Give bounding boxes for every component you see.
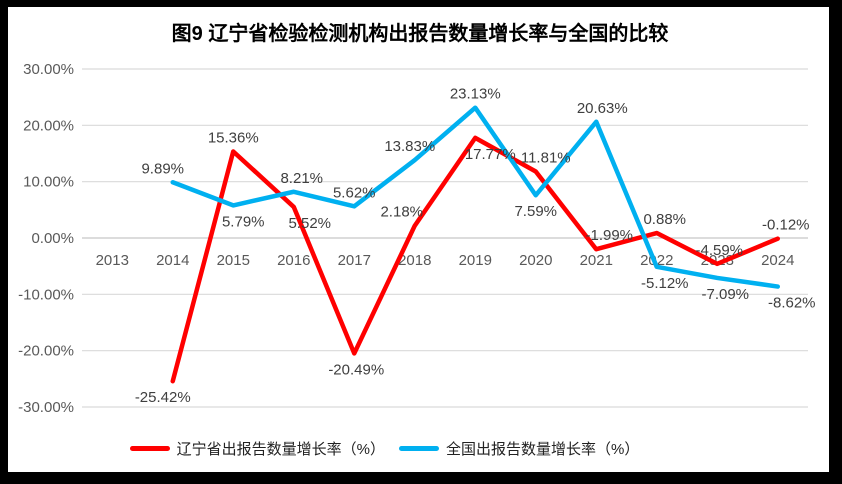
x-tick-label: 2014 [156, 252, 189, 269]
data-label-national: -5.12% [641, 275, 689, 292]
x-tick-label: 2024 [761, 252, 794, 269]
x-tick-label: 2019 [459, 252, 492, 269]
axis-layer: 30.00% 20.00% 10.00% 0.00% -10.00% -20.00% -30… [18, 61, 794, 416]
legend-item-national: 全国出报告数量增长率（%） [399, 438, 639, 459]
data-label-liaoning: -25.42% [135, 389, 191, 406]
x-tick-label: 2023 [701, 252, 734, 269]
y-tick-label: 10.00% [23, 174, 74, 191]
data-label-liaoning: -20.49% [328, 361, 384, 378]
y-tick-label: 30.00% [23, 61, 74, 78]
data-label-liaoning: 5.52% [288, 215, 331, 232]
data-label-national: 8.21% [280, 170, 323, 187]
x-tick-label: 2022 [640, 252, 673, 269]
data-label-liaoning: 0.88% [643, 211, 686, 228]
data-label-liaoning: 2.18% [380, 204, 423, 221]
data-label-national: 5.62% [333, 184, 376, 201]
series-line-liaoning [170, 135, 780, 384]
x-tick-label: 2020 [519, 252, 552, 269]
legend-label-liaoning: 辽宁省出报告数量增长率（%） [176, 440, 385, 458]
series-line-national [170, 105, 780, 289]
data-label-national: 20.63% [577, 100, 628, 117]
data-label-liaoning: -0.12% [762, 217, 810, 234]
legend: 辽宁省出报告数量增长率（%） 全国出报告数量增长率（%） [0, 434, 795, 462]
x-tick-label: 2017 [338, 252, 371, 269]
data-label-national: 5.79% [222, 213, 265, 230]
chart-canvas [8, 7, 829, 472]
x-tick-label: 2013 [96, 252, 129, 269]
y-tick-label: -20.00% [18, 343, 74, 360]
x-tick-label: 2016 [277, 252, 310, 269]
data-label-national: -7.09% [701, 286, 749, 303]
series-layer [170, 105, 780, 384]
x-tick-label: 2015 [217, 252, 250, 269]
legend-swatch-national [399, 445, 439, 451]
data-label-liaoning: -4.59% [695, 242, 743, 259]
legend-label-national: 全国出报告数量增长率（%） [446, 440, 640, 458]
x-tick-label: 2021 [580, 252, 613, 269]
legend-swatch-liaoning [129, 445, 170, 451]
data-label-national: 23.13% [450, 86, 501, 103]
data-labels-layer: -25.42% 15.36% 5.52% -20.49% 2.18% 17.77% 11.8… [135, 86, 816, 406]
data-label-liaoning: 11.81% [521, 149, 571, 166]
chart-title: 图9 辽宁省检验检测机构出报告数量增长率与全国的比较 [172, 21, 669, 45]
data-label-liaoning: 17.77% [465, 146, 516, 163]
data-label-national: 7.59% [514, 203, 557, 220]
data-label-national: -8.62% [768, 295, 816, 312]
data-label-national: 13.83% [384, 138, 435, 155]
y-tick-label: 20.00% [23, 117, 74, 134]
y-tick-label: -30.00% [18, 399, 74, 416]
y-tick-label: -10.00% [18, 286, 74, 303]
y-tick-label: 0.00% [31, 230, 74, 247]
legend-item-liaoning: 辽宁省出报告数量增长率（%） [129, 438, 385, 459]
x-tick-label: 2018 [398, 252, 431, 269]
data-label-liaoning: -1.99% [585, 227, 633, 244]
grid-layer [82, 68, 808, 408]
data-label-national: 9.89% [141, 160, 184, 177]
data-label-liaoning: 15.36% [208, 129, 259, 146]
